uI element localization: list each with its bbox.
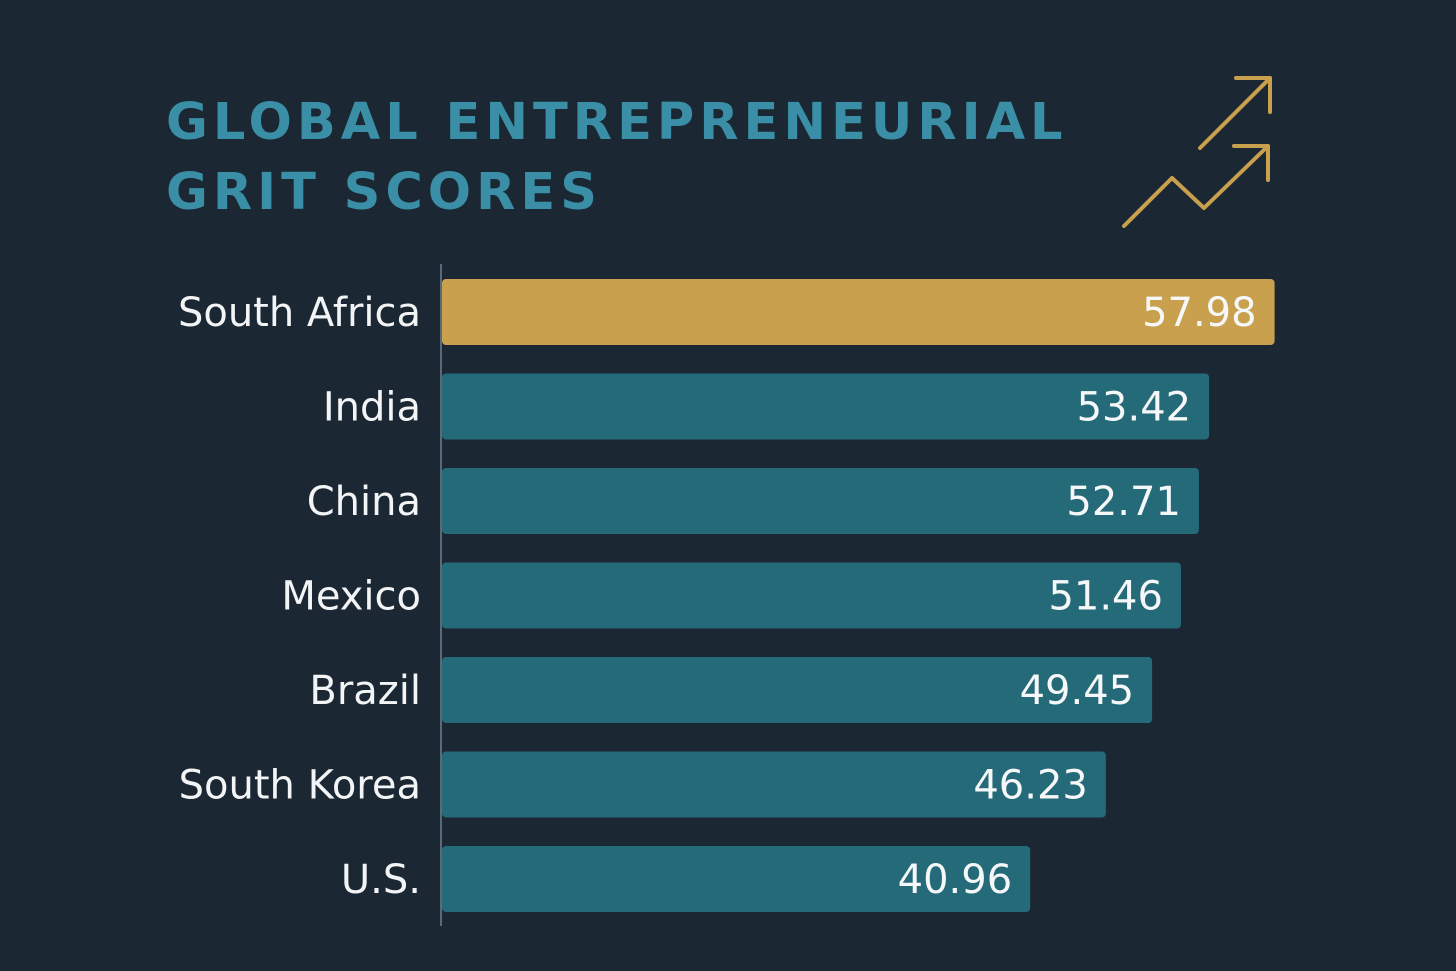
category-label: Brazil — [309, 668, 421, 714]
chart-title-line-1: GLOBAL ENTREPRENEURIAL — [166, 93, 1068, 152]
category-label: U.S. — [341, 857, 421, 903]
bar-brazil — [442, 657, 1153, 723]
bar-india — [442, 373, 1210, 440]
value-label: 52.71 — [1066, 479, 1181, 525]
value-label: 57.98 — [1142, 290, 1257, 336]
bar-china — [442, 468, 1199, 534]
category-label: India — [323, 385, 421, 431]
bar-south-africa — [442, 279, 1275, 345]
chart-title: GLOBAL ENTREPRENEURIAL GRIT SCORES — [166, 88, 1086, 228]
bar-south-korea — [442, 751, 1106, 818]
value-label: 49.45 — [1020, 668, 1135, 714]
value-label: 46.23 — [973, 763, 1088, 809]
category-label: South Korea — [179, 763, 421, 809]
value-label: 51.46 — [1048, 574, 1163, 620]
category-label: Mexico — [281, 574, 421, 620]
trend-up-arrows-icon — [1122, 76, 1272, 228]
chart-title-line-2: GRIT SCORES — [166, 163, 603, 222]
bar-mexico — [442, 562, 1181, 629]
value-label: 53.42 — [1077, 385, 1192, 431]
bar-u-s — [442, 846, 1031, 912]
value-label: 40.96 — [898, 857, 1013, 903]
category-label: China — [307, 479, 421, 525]
category-label: South Africa — [178, 290, 421, 336]
